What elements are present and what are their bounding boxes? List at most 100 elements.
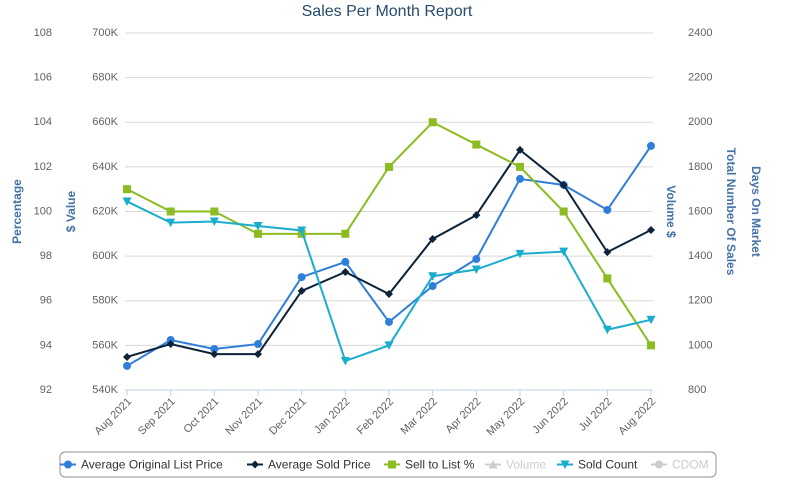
axis-title: $ Value: [64, 191, 78, 233]
legend-label: Average Sold Price: [268, 458, 371, 472]
x-tick-label: May 2022: [485, 396, 528, 439]
x-tick-label: Jun 2022: [530, 396, 570, 436]
marker: [603, 274, 612, 283]
marker: [603, 248, 612, 257]
marker: [559, 180, 568, 189]
y-tick-label: 560K: [92, 339, 118, 351]
y-tick-label: 98: [40, 250, 52, 262]
marker: [472, 211, 481, 220]
legend-label: Volume: [506, 458, 546, 472]
marker: [471, 265, 481, 275]
chart-title: Sales Per Month Report: [302, 3, 473, 20]
marker: [297, 286, 306, 295]
marker: [166, 207, 175, 216]
marker: [341, 229, 350, 238]
y-tick-label: 1400: [688, 250, 712, 262]
x-tick-label: Aug 2022: [616, 396, 658, 438]
marker: [428, 234, 437, 243]
marker: [254, 229, 262, 238]
y-tick-label: 94: [40, 339, 52, 351]
marker: [123, 361, 131, 370]
marker: [647, 141, 655, 150]
marker: [647, 341, 655, 350]
marker: [384, 341, 394, 350]
marker: [472, 140, 481, 149]
marker: [254, 340, 262, 349]
marker: [559, 247, 569, 257]
legend-label: CDOM: [672, 458, 709, 472]
legend-marker: [560, 460, 570, 469]
legend-marker: [488, 460, 498, 469]
marker: [559, 207, 568, 216]
marker: [603, 205, 612, 214]
legend-label: Sell to List %: [405, 458, 475, 472]
axis-title: Total Number Of Sales: [724, 148, 738, 276]
marker: [385, 162, 393, 171]
marker: [209, 217, 219, 227]
y-tick-label: 620K: [92, 205, 118, 217]
y-tick-label: 800: [688, 384, 706, 396]
marker: [516, 162, 524, 171]
y-tick-label: 106: [34, 72, 52, 84]
y-tick-label: 108: [34, 27, 52, 39]
legend-marker: [388, 460, 396, 469]
marker: [340, 356, 350, 366]
marker: [341, 257, 350, 266]
axis-title: Days On Market: [749, 166, 763, 257]
y-tick-label: 1600: [688, 205, 712, 217]
y-tick-label: 1000: [688, 339, 712, 351]
x-tick-label: Mar 2022: [398, 396, 439, 437]
y-tick-label: 580K: [92, 295, 118, 307]
marker: [297, 273, 306, 282]
x-tick-label: Oct 2021: [181, 396, 221, 436]
y-tick-label: 640K: [92, 161, 118, 173]
marker: [166, 340, 175, 349]
marker: [210, 350, 219, 359]
y-tick-label: 540K: [92, 384, 118, 396]
y-tick-label: 2000: [688, 116, 712, 128]
legend-marker: [64, 460, 72, 469]
marker: [297, 226, 307, 235]
y-tick-label: 102: [34, 161, 52, 173]
x-tick-label: Apr 2022: [443, 396, 483, 436]
marker: [602, 325, 612, 335]
y-tick-label: 2400: [688, 27, 712, 39]
y-tick-label: 1800: [688, 161, 712, 173]
x-tick-label: Jul 2022: [577, 396, 615, 434]
x-tick-label: Dec 2021: [267, 396, 309, 438]
marker: [210, 207, 219, 216]
x-tick-label: Nov 2021: [223, 396, 265, 438]
marker: [516, 174, 524, 183]
marker: [253, 222, 263, 231]
y-tick-label: 1200: [688, 295, 712, 307]
marker: [123, 185, 131, 194]
x-tick-label: Feb 2022: [355, 396, 396, 437]
axis-title: Volume $: [664, 185, 678, 238]
marker: [428, 118, 437, 127]
marker: [123, 352, 131, 361]
marker: [515, 249, 525, 259]
marker: [516, 145, 524, 154]
legend-marker: [251, 460, 259, 469]
axis-title: Percentage: [10, 179, 24, 244]
marker: [341, 267, 350, 276]
marker: [166, 336, 175, 345]
marker: [472, 255, 481, 264]
x-tick-label: Jan 2022: [312, 396, 352, 436]
x-tick-label: Aug 2021: [92, 396, 134, 438]
marker: [122, 197, 132, 206]
y-tick-label: 96: [40, 295, 52, 307]
legend-label: Average Original List Price: [81, 458, 223, 472]
y-tick-label: 700K: [92, 27, 118, 39]
marker: [646, 315, 656, 325]
marker: [166, 218, 176, 228]
marker: [428, 272, 438, 281]
marker: [428, 282, 437, 291]
marker: [210, 344, 219, 353]
legend-marker: [655, 460, 663, 469]
marker: [254, 350, 262, 359]
series-line: [126, 121, 652, 346]
y-tick-label: 100: [34, 205, 52, 217]
marker: [385, 290, 393, 299]
